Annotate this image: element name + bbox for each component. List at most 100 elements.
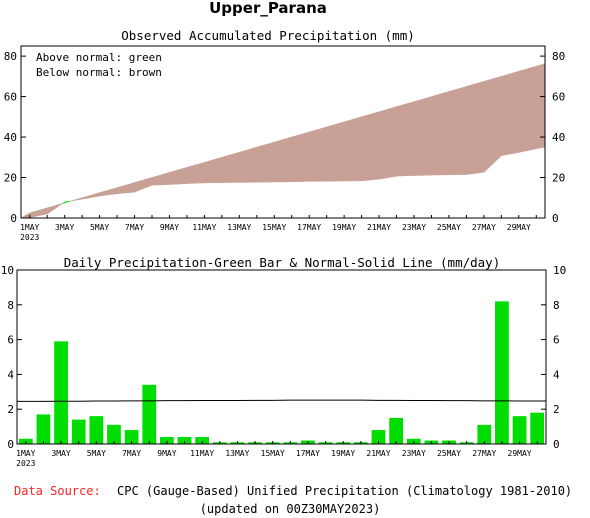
- daily-bar: [389, 417, 403, 444]
- daily-bar: [512, 416, 527, 444]
- daily-precipitation-chart: 0 0 2 2 4 4 6 6 8 8 10 10 1MAY 3MAY 5MAY 7MAY 9MAY 11MAY 1…: [1, 264, 567, 468]
- y-tick-label-right: 10: [553, 264, 566, 277]
- x-tick-label: 23MAY: [402, 223, 426, 232]
- daily-bar: [160, 437, 174, 444]
- accumulated-segment: [116, 182, 135, 195]
- y-tick-label-left: 40: [4, 131, 17, 144]
- x-tick-label: 27MAY: [472, 223, 496, 232]
- x-tick-label: 19MAY: [332, 223, 356, 232]
- daily-bar: [107, 424, 121, 444]
- x-tick-label: 13MAY: [225, 449, 249, 458]
- x-tick-label: 1MAY: [16, 449, 35, 458]
- x-tick-label: 5MAY: [87, 449, 106, 458]
- daily-bar: [530, 412, 545, 444]
- x-tick-label: 23MAY: [402, 449, 426, 458]
- x-tick-label: 9MAY: [160, 223, 179, 232]
- x-tick-label: 3MAY: [51, 449, 70, 458]
- accumulated-segment: [204, 156, 223, 184]
- below-normal-note: Below normal: brown: [36, 66, 162, 79]
- accumulated-segment: [291, 131, 310, 183]
- daily-bar: [477, 424, 492, 444]
- accumulated-segment: [361, 111, 380, 182]
- accumulated-segment: [378, 106, 397, 180]
- x-tick-label: 15MAY: [261, 449, 285, 458]
- daily-bar: [195, 437, 210, 444]
- y-tick-label-left: 2: [7, 403, 14, 416]
- y-tick-label-left: 20: [4, 172, 17, 185]
- y-tick-label-left: 0: [7, 438, 14, 451]
- accumulated-segment: [396, 101, 415, 177]
- accumulated-segment: [221, 151, 240, 183]
- x-year-label: 2023: [16, 459, 35, 468]
- accumulated-segment: [186, 161, 205, 184]
- top-axes: 0 0 20 20 40 40 60 60 80 80 1MAY 3MAY 5MAY 7MAY 9MAY 11…: [4, 50, 566, 242]
- x-tick-label: 15MAY: [262, 223, 286, 232]
- x-tick-label: 11MAY: [192, 223, 216, 232]
- y-tick-label-right: 0: [552, 212, 559, 225]
- daily-bar: [71, 419, 86, 444]
- x-tick-label: 29MAY: [507, 223, 531, 232]
- daily-bar: [495, 301, 509, 444]
- daily-bars: [18, 301, 545, 444]
- x-tick-label: 27MAY: [472, 449, 496, 458]
- x-tick-label: 11MAY: [190, 449, 214, 458]
- x-tick-label: 29MAY: [508, 449, 532, 458]
- y-tick-label-right: 4: [553, 368, 560, 381]
- x-tick-label: 1MAY: [20, 223, 39, 232]
- x-year-label: 2023: [20, 233, 39, 242]
- y-tick-label-right: 20: [552, 172, 565, 185]
- y-tick-label-left: 80: [4, 50, 17, 63]
- accumulated-segment: [46, 203, 63, 215]
- top-plot-frame: [20, 45, 546, 219]
- x-tick-label: 9MAY: [157, 449, 176, 458]
- bottom-plot-frame: [16, 269, 547, 445]
- x-tick-label: 7MAY: [125, 223, 144, 232]
- accumulated-segment: [151, 172, 170, 186]
- accumulated-segment: [343, 116, 362, 182]
- accumulated-segment: [501, 70, 520, 157]
- y-tick-label-left: 6: [7, 334, 14, 347]
- accumulated-segment: [518, 65, 537, 153]
- y-tick-label-left: 60: [4, 91, 17, 104]
- accumulated-segment: [273, 136, 293, 183]
- daily-bar: [54, 341, 68, 444]
- y-tick-label-right: 8: [553, 299, 560, 312]
- accumulated-segment: [466, 81, 485, 175]
- bottom-chart-title: Daily Precipitation-Green Bar & Normal-S…: [64, 255, 501, 270]
- y-tick-label-right: 60: [552, 91, 565, 104]
- accumulated-segment: [239, 146, 258, 183]
- daily-bar: [142, 384, 157, 444]
- x-tick-label: 7MAY: [122, 449, 141, 458]
- x-tick-label: 25MAY: [437, 223, 461, 232]
- accumulated-segment: [81, 192, 100, 200]
- accumulated-precipitation-chart: Above normal: green Below normal: brown …: [4, 45, 566, 242]
- above-normal-note: Above normal: green: [36, 51, 162, 64]
- x-tick-label: 17MAY: [297, 223, 321, 232]
- daily-bar: [124, 430, 139, 444]
- page-title: Upper_Parana: [209, 0, 327, 17]
- y-tick-label-left: 4: [7, 368, 14, 381]
- accumulated-segment: [326, 121, 345, 182]
- accumulated-segment: [256, 141, 275, 183]
- daily-bar: [89, 416, 104, 444]
- y-tick-label-left: 8: [7, 299, 14, 312]
- accumulated-areas: [20, 63, 546, 219]
- accumulated-segment: [535, 63, 546, 150]
- accumulated-segment: [64, 200, 72, 204]
- x-tick-label: 21MAY: [367, 223, 391, 232]
- bottom-axes: 0 0 2 2 4 4 6 6 8 8 10 10 1MAY 3MAY 5MAY 7MAY 9MAY 11MAY 1…: [1, 264, 567, 468]
- y-tick-label-left: 10: [1, 264, 14, 277]
- x-tick-label: 19MAY: [331, 449, 355, 458]
- x-tick-label: 21MAY: [366, 449, 390, 458]
- accumulated-segment: [483, 75, 502, 173]
- accumulated-segment: [134, 177, 153, 193]
- normal-line-path: [17, 399, 546, 402]
- data-source-label: Data Source:: [14, 484, 101, 498]
- accumulated-segment: [99, 187, 118, 197]
- data-source-text: CPC (Gauge-Based) Unified Precipitation …: [117, 484, 572, 498]
- x-tick-label: 17MAY: [296, 449, 320, 458]
- accumulated-segment: [20, 212, 31, 219]
- accumulated-segment: [169, 167, 188, 185]
- y-tick-label-right: 0: [553, 438, 560, 451]
